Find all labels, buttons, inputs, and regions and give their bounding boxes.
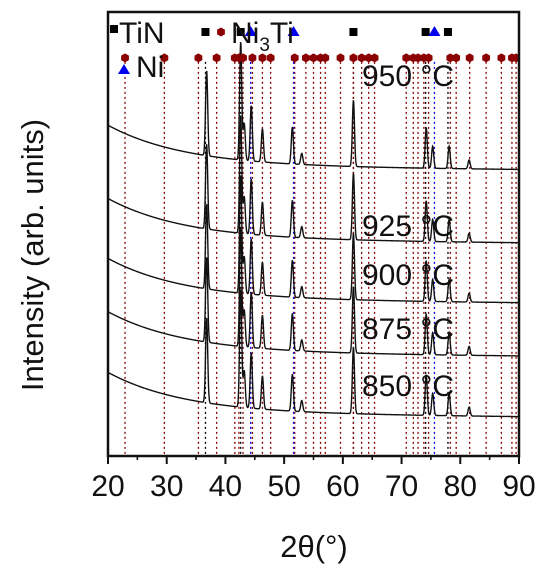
ni3ti-marker (301, 53, 310, 63)
temperature-label: 875 °C (362, 313, 454, 346)
phase-markers (121, 25, 520, 63)
ni3ti-marker (497, 53, 506, 63)
ni3ti-marker (248, 53, 257, 63)
temperature-labels: 950 °C 925 °C 900 °C 875 °C 850 °C (362, 60, 454, 403)
ni3ti-marker (309, 53, 318, 63)
tin-marker (236, 27, 245, 36)
tin-marker (349, 27, 358, 36)
legend-label-tin: TiN (119, 17, 165, 50)
ni3ti-marker (370, 53, 379, 63)
x-tick-label: 30 (150, 470, 183, 503)
ni3ti-marker (424, 53, 433, 63)
pattern-curve-950 (107, 42, 519, 171)
tin-marker (201, 27, 210, 36)
x-tick-label: 80 (444, 470, 477, 503)
y-axis-title: Intensity (arb. units) (15, 119, 50, 391)
ni3ti-marker (349, 53, 358, 63)
ni3ti-marker (402, 53, 411, 63)
ni3ti-marker (452, 53, 461, 63)
ni3ti-marker (194, 53, 203, 63)
ni3ti-marker (482, 53, 491, 63)
legend-ni3ti-hexagon-icon (217, 27, 225, 37)
reference-lines (124, 61, 517, 456)
x-tick-label: 20 (91, 470, 124, 503)
ni3ti-marker (258, 53, 267, 63)
ni3ti-marker (336, 53, 345, 63)
ni3ti-marker (160, 53, 169, 63)
legend-ni-triangle-icon (118, 64, 130, 74)
pattern-curve-900 (107, 175, 519, 304)
pattern-curve-875 (107, 228, 519, 357)
pattern-curve-850 (107, 289, 519, 418)
x-tick-label: 90 (502, 470, 535, 503)
temperature-label: 925 °C (362, 210, 454, 243)
ni-marker (287, 25, 300, 36)
legend-tin-square-icon (110, 25, 118, 33)
ni3ti-marker (290, 53, 299, 63)
ni-marker (428, 25, 441, 36)
ni3ti-marker (446, 53, 455, 63)
legend: TiN Ni3Ti Ni (110, 17, 294, 84)
temperature-label: 950 °C (362, 60, 454, 93)
ni-marker (244, 25, 257, 36)
ni3ti-marker (465, 53, 474, 63)
x-tick-label: 50 (267, 470, 300, 503)
ni3ti-marker (357, 53, 366, 63)
tin-marker (443, 27, 452, 36)
ni3ti-marker (414, 53, 422, 63)
x-tick-label: 40 (209, 470, 242, 503)
x-tick-label: 70 (385, 470, 418, 503)
ni3ti-marker (239, 53, 247, 63)
ni3ti-marker (364, 53, 373, 63)
ni3ti-marker (212, 53, 221, 63)
axes: 20 30 40 50 60 70 80 90 (91, 10, 536, 503)
x-axis-title: 2θ(°) (280, 529, 348, 564)
pattern-curve-925 (107, 115, 519, 244)
legend-label-ni3ti: Ni3Ti (231, 17, 294, 56)
ni3ti-marker (121, 53, 129, 63)
temperature-label: 850 °C (362, 370, 454, 403)
ni3ti-marker (266, 53, 275, 63)
legend-label-ni: Ni (136, 51, 164, 84)
tin-marker (421, 27, 430, 36)
temperature-label: 900 °C (362, 259, 454, 292)
x-tick-label: 60 (326, 470, 359, 503)
ni3ti-marker (321, 53, 330, 63)
diffraction-curves (107, 42, 519, 418)
